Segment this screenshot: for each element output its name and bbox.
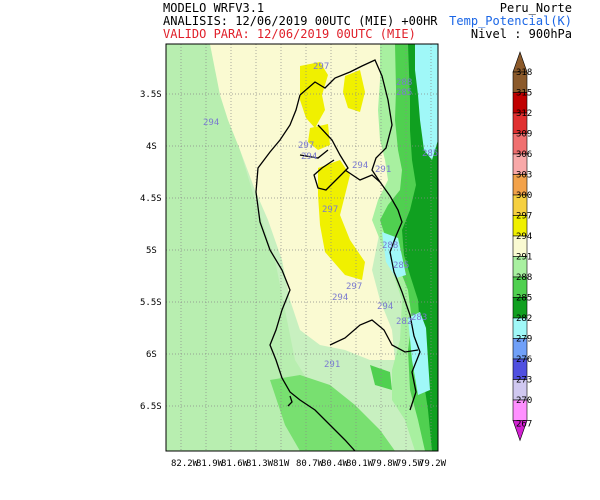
colorbar-label: 312 <box>516 109 532 119</box>
lon-tick: 82.2W <box>171 459 199 469</box>
contour-label: 291 <box>324 360 340 370</box>
lat-ticks: 3.5S 4S 4.5S 5S 5.5S 6S 6.5S <box>140 90 162 412</box>
lat-tick: 4.5S <box>140 194 162 204</box>
colorbar-label: 273 <box>516 376 532 386</box>
contour-label: 297 <box>298 141 314 151</box>
contour-label: 288 <box>382 241 398 251</box>
contour-label: 294 <box>377 302 393 312</box>
contour-label: 297 <box>322 205 338 215</box>
colorbar-cap-bottom <box>512 420 528 442</box>
lon-ticks: 82.2W 81.9W 81.6W 81.3W 81W 80.7W 80.4W … <box>171 459 447 469</box>
contour-label: 297 <box>346 282 362 292</box>
lat-tick: 4S <box>146 142 157 152</box>
analysis-time: ANALISIS: 12/06/2019 00UTC (MIE) +00HR <box>163 14 438 28</box>
lon-tick: 80.1W <box>346 459 374 469</box>
contour-label: 285 <box>393 261 409 271</box>
colorbar-label: 282 <box>516 314 532 324</box>
colorbar-label: 270 <box>516 396 532 406</box>
colorbar-label: 315 <box>516 89 532 99</box>
level-label: Nivel : 900hPa <box>470 27 572 41</box>
lon-tick: 81.6W <box>221 459 249 469</box>
model-title: MODELO WRFV3.1 <box>163 1 265 15</box>
colorbar-label: 294 <box>516 232 532 242</box>
contour-label: 288 <box>396 78 412 88</box>
valid-time: VALIDO PARA: 12/06/2019 00UTC (MIE) <box>163 27 416 41</box>
lon-tick: 81.9W <box>196 459 224 469</box>
lon-tick: 79.5W <box>396 459 424 469</box>
lat-tick: 5S <box>146 246 157 256</box>
colorbar-label: 318 <box>516 68 532 78</box>
colorbar-label: 291 <box>516 253 532 263</box>
graticule <box>166 44 438 451</box>
contour-label: 291 <box>375 165 391 175</box>
variable-label: Temp_Potencial(K) <box>449 14 572 28</box>
lat-tick: 6.5S <box>140 402 162 412</box>
region-label: Peru_Norte <box>499 1 572 15</box>
contour-label: 285 <box>422 149 438 159</box>
colorbar-label: 279 <box>516 335 532 345</box>
contour-label: 294 <box>332 293 348 303</box>
colorbar-label: 288 <box>516 273 532 283</box>
colorbar-label: 285 <box>516 294 532 304</box>
colorbar-label: 303 <box>516 171 532 181</box>
colorbar-label: 300 <box>516 191 532 201</box>
map-frame <box>165 43 439 452</box>
contour-labels: 297 294 297 294 294 291 297 285 288 285 … <box>203 62 438 370</box>
lon-tick: 79.2W <box>419 459 447 469</box>
coastline-borders <box>255 59 421 451</box>
contour-label: 294 <box>203 118 219 128</box>
colorbar-label: 297 <box>516 212 532 222</box>
contour-label: 283 <box>411 313 427 323</box>
lon-tick: 81W <box>273 459 290 469</box>
lat-tick: 6S <box>146 350 157 360</box>
lon-tick: 81.3W <box>246 459 274 469</box>
lon-tick: 80.7W <box>296 459 324 469</box>
colorbar-label: 306 <box>516 150 532 160</box>
contour-label: 294 <box>301 152 317 162</box>
contour-label: 297 <box>313 62 329 72</box>
colorbar-label: 309 <box>516 130 532 140</box>
lat-tick: 5.5S <box>140 298 162 308</box>
contour-label: 294 <box>352 161 368 171</box>
contour-label: 282 <box>396 317 412 327</box>
colorbar: 318 315 312 309 306 303 300 297 294 291 288 285 282 2… <box>512 51 532 442</box>
colorbar-label: 267 <box>516 420 532 430</box>
lon-tick: 79.8W <box>371 459 399 469</box>
colorbar-label: 276 <box>516 355 532 365</box>
contour-label: 285 <box>396 88 412 98</box>
lon-tick: 80.4W <box>321 459 349 469</box>
lat-tick: 3.5S <box>140 90 162 100</box>
